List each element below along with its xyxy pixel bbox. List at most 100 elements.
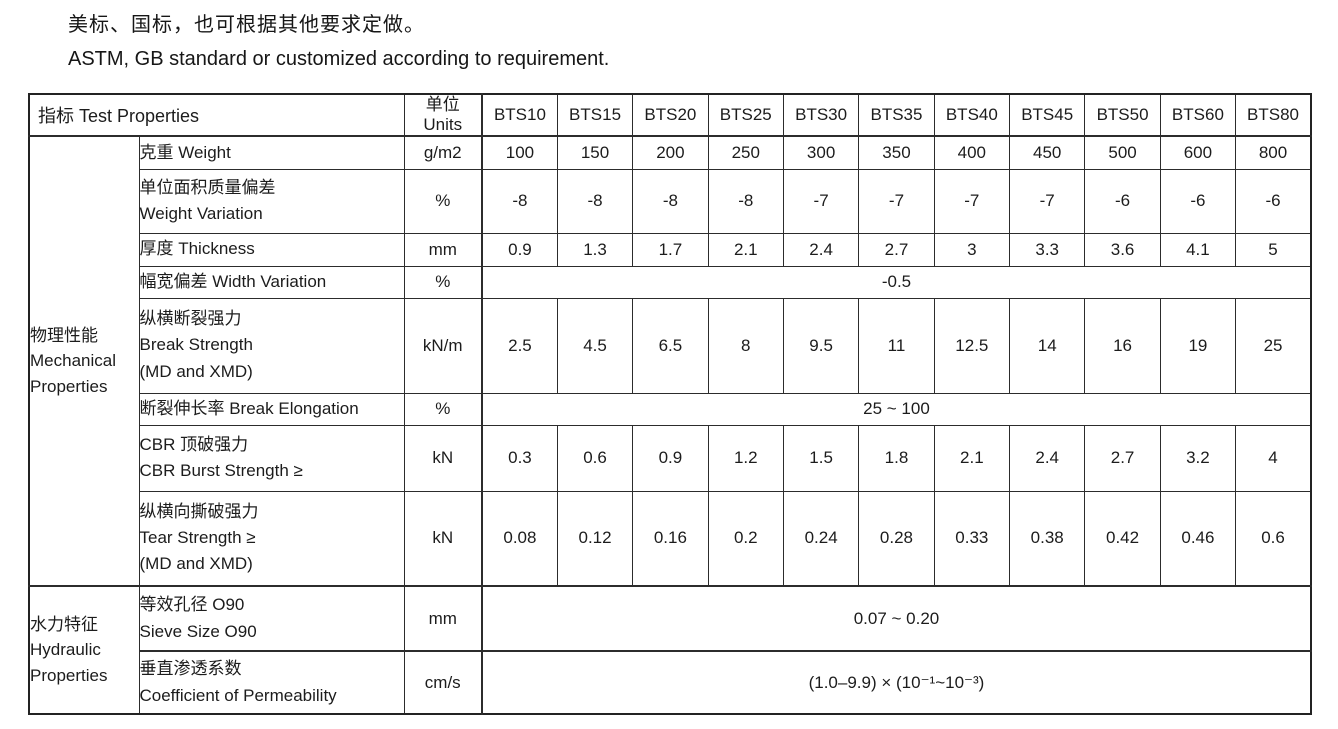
- value-cell: 4.1: [1159, 232, 1237, 267]
- spec-row-4: 纵横断裂强力 Break Strength (MD and XMD) kN/m 2.5 4…: [29, 297, 1312, 394]
- header-model-10: BTS60: [1159, 93, 1237, 137]
- value-cell: 2.1: [707, 232, 784, 267]
- value-cell: 2.1: [933, 424, 1011, 492]
- span-value-cell: 0.07 ~ 0.20: [481, 585, 1312, 652]
- value-cell: 0.6: [556, 424, 634, 492]
- value-cell: 250: [707, 135, 784, 170]
- spec-row-3: 幅宽偏差 Width Variation% -0.5: [29, 265, 1312, 299]
- value-cell: 1.3: [556, 232, 634, 267]
- property-name-cell: 等效孔径 O90 Sieve Size O90: [138, 585, 405, 652]
- value-cell: 16: [1084, 297, 1161, 394]
- value-cell: 0.3: [481, 424, 558, 492]
- value-cell: 0.33: [933, 490, 1011, 587]
- value-cell: 6.5: [632, 297, 709, 394]
- property-name-line: Weight Variation: [139, 204, 263, 223]
- value-cell: 300: [782, 135, 860, 170]
- spec-row-0: 物理性能 Mechanical Properties 克重 Weight g/m2 100…: [28, 135, 1312, 587]
- header-model-4: BTS25: [707, 93, 784, 137]
- intro-text-chinese: 美标、国标，也可根据其他要求定做。: [68, 14, 425, 36]
- header-model-5: BTS30: [782, 93, 860, 137]
- value-cell: 0.16: [632, 490, 709, 587]
- value-cell: 350: [858, 135, 935, 170]
- unit-cell: g/m2: [403, 135, 483, 170]
- property-name-line: 纵横向撕破强力: [139, 501, 259, 521]
- value-cell: 0.42: [1084, 490, 1161, 587]
- value-cell: 2.5: [481, 297, 558, 394]
- property-name-cell: 单位面积质量偏差 Weight Variation: [138, 168, 405, 234]
- unit-cell: %: [403, 168, 483, 234]
- property-name-line: CBR 顶破强力: [139, 434, 249, 454]
- value-cell: 400: [933, 135, 1011, 170]
- header-model-2: BTS15: [556, 93, 634, 137]
- value-cell: 1.2: [707, 424, 784, 492]
- value-cell: 0.6: [1235, 490, 1312, 587]
- header-model-3: BTS20: [632, 93, 709, 137]
- value-cell: 3.6: [1084, 232, 1161, 267]
- value-cell: 100: [481, 135, 558, 170]
- value-cell: 0.46: [1159, 490, 1237, 587]
- property-name-cell: 厚度 Thickness: [138, 232, 405, 267]
- value-cell: 150: [556, 135, 634, 170]
- property-name-cell: 纵横向撕破强力 Tear Strength ≥ (MD and XMD): [138, 490, 405, 587]
- spec-table-header-row: 指标 Test Properties 单位 Units BTS10 BTS15 BT…: [28, 93, 1312, 137]
- span-value-cell: (1.0–9.9) × (10⁻¹~10⁻³): [481, 650, 1312, 715]
- header-model-7: BTS40: [933, 93, 1011, 137]
- value-cell: -8: [632, 168, 709, 234]
- value-cell: 200: [632, 135, 709, 170]
- value-cell: 0.2: [707, 490, 784, 587]
- property-name-cell: CBR 顶破强力 CBR Burst Strength ≥: [138, 424, 405, 492]
- group-label-line: Properties: [30, 376, 108, 396]
- unit-cell: %: [403, 392, 483, 426]
- group-label-line: Hydraulic: [30, 640, 101, 660]
- unit-cell: mm: [403, 232, 483, 267]
- header-units-en: Units: [423, 115, 463, 134]
- property-name-line: 纵横断裂强力: [139, 308, 242, 328]
- group-label-line: Properties: [30, 665, 108, 685]
- value-cell: 600: [1159, 135, 1237, 170]
- header-test-properties: 指标 Test Properties: [28, 93, 405, 137]
- value-cell: 9.5: [782, 297, 860, 394]
- value-cell: 2.4: [782, 232, 860, 267]
- value-cell: -8: [556, 168, 634, 234]
- unit-cell: mm: [403, 585, 483, 652]
- value-cell: 2.4: [1009, 424, 1086, 492]
- value-cell: -6: [1159, 168, 1237, 234]
- property-name-cell: 纵横断裂强力 Break Strength (MD and XMD): [138, 297, 405, 394]
- property-name-line: (MD and XMD): [139, 554, 253, 574]
- property-name-line: 等效孔径 O90: [139, 595, 245, 615]
- value-cell: 4: [1235, 424, 1312, 492]
- value-cell: -7: [782, 168, 860, 234]
- value-cell: -7: [933, 168, 1011, 234]
- value-cell: -7: [858, 168, 935, 234]
- value-cell: 5: [1235, 232, 1312, 267]
- value-cell: 25: [1235, 297, 1312, 394]
- value-cell: 19: [1159, 297, 1237, 394]
- value-cell: 11: [858, 297, 935, 394]
- property-name-line: CBR Burst Strength ≥: [139, 461, 303, 480]
- value-cell: 12.5: [933, 297, 1011, 394]
- property-name-line: 单位面积质量偏差: [139, 177, 276, 197]
- spec-row-9: 垂直渗透系数 Coefficient of Permeability cm/s (1.…: [29, 650, 1312, 715]
- value-cell: 4.5: [556, 297, 634, 394]
- spec-row-5: 断裂伸长率 Break Elongation% 25 ~ 100: [29, 392, 1312, 426]
- value-cell: -6: [1084, 168, 1161, 234]
- unit-cell: cm/s: [403, 650, 483, 715]
- value-cell: 3: [933, 232, 1011, 267]
- property-name-line: 断裂伸长率 Break Elongation: [139, 398, 359, 418]
- value-cell: -8: [481, 168, 558, 234]
- header-model-11: BTS80: [1235, 93, 1312, 137]
- property-name-line: 幅宽偏差 Width Variation: [139, 271, 327, 291]
- property-name-line: 克重 Weight: [139, 142, 231, 162]
- property-name-line: Coefficient of Permeability: [139, 685, 337, 705]
- intro-text-english: ASTM, GB standard or customized accordin…: [68, 48, 610, 70]
- value-cell: 3.2: [1159, 424, 1237, 492]
- spec-row-1: 单位面积质量偏差 Weight Variation% -8 -8 -8 -8 -7 -7 -7-…: [29, 168, 1312, 234]
- value-cell: 0.9: [632, 424, 709, 492]
- property-name-cell: 垂直渗透系数 Coefficient of Permeability: [138, 650, 405, 715]
- header-model-1: BTS10: [481, 93, 558, 137]
- value-cell: -7: [1009, 168, 1086, 234]
- unit-cell: kN: [403, 424, 483, 492]
- group-hydraulic-properties: 水力特征 Hydraulic Properties: [28, 585, 140, 715]
- span-value-cell: -0.5: [481, 265, 1312, 299]
- group-label-line: 物理性能: [30, 325, 98, 345]
